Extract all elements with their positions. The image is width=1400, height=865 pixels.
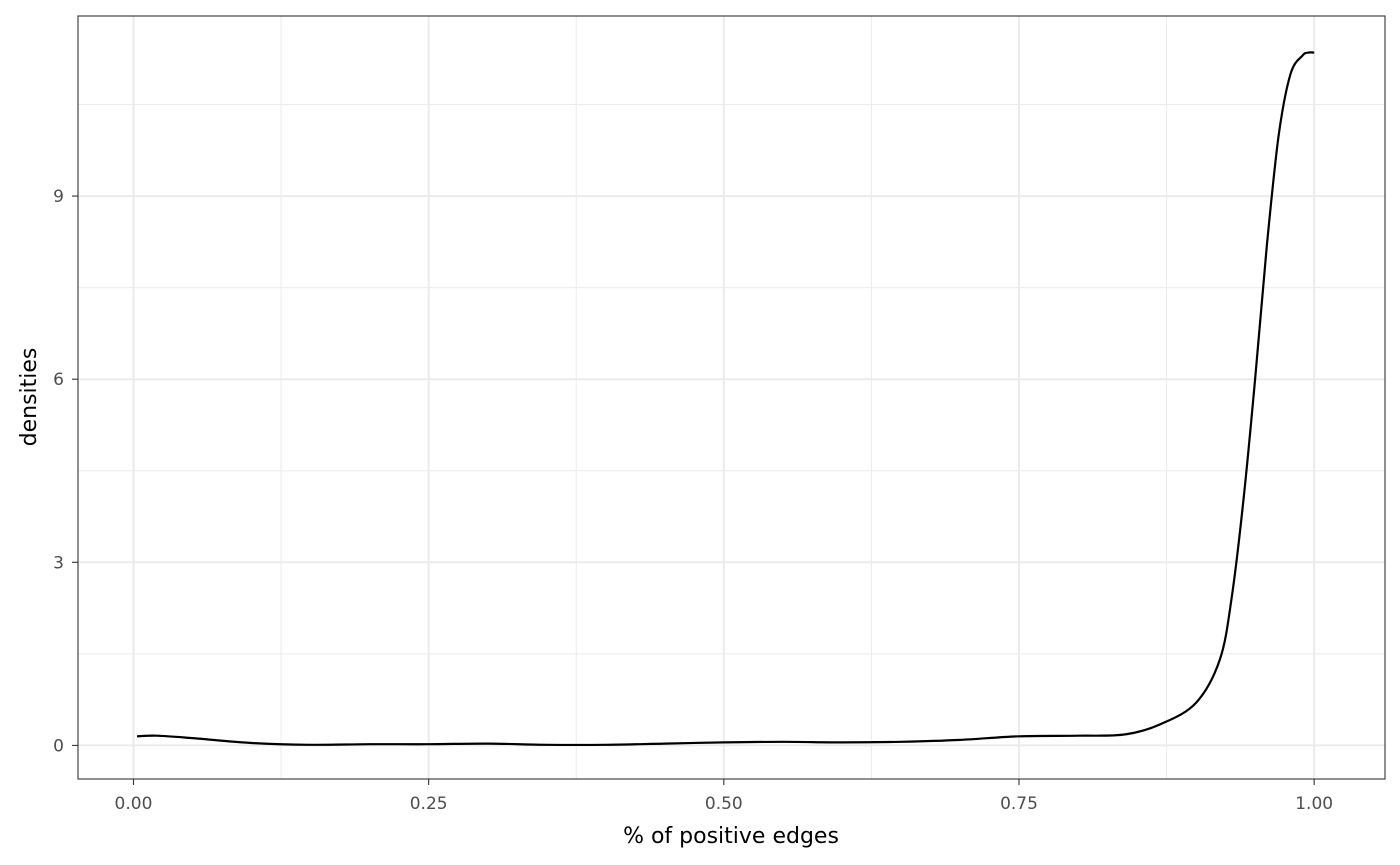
plot-panel-background	[78, 16, 1385, 779]
y-axis-title: densities	[17, 348, 42, 447]
x-tick-label: 1.00	[1295, 794, 1333, 814]
density-curve	[136, 51, 1315, 747]
x-axis: 0.00 0.25 0.50 0.75 1.00	[115, 779, 1333, 814]
y-tick-label: 9	[53, 187, 64, 207]
x-tick-label: 0.50	[705, 794, 743, 814]
y-tick-label: 3	[53, 553, 64, 573]
x-axis-title: % of positive edges	[623, 824, 839, 849]
plot-panel-border	[77, 15, 1386, 780]
x-tick-label: 0.00	[115, 794, 153, 814]
y-axis: 0 3 6 9	[53, 187, 78, 756]
minor-gridlines	[78, 16, 1385, 779]
x-tick-label: 0.25	[410, 794, 448, 814]
x-tick-label: 0.75	[1000, 794, 1038, 814]
y-tick-label: 0	[53, 736, 64, 756]
y-tick-label: 6	[53, 370, 64, 390]
